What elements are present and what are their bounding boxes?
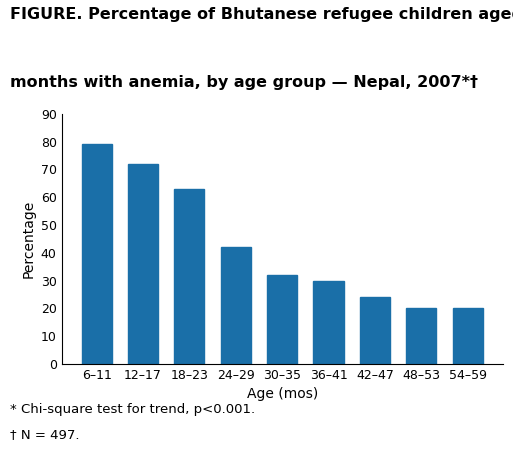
Y-axis label: Percentage: Percentage bbox=[21, 200, 35, 278]
Text: FIGURE. Percentage of Bhutanese refugee children aged 6–59: FIGURE. Percentage of Bhutanese refugee … bbox=[10, 7, 513, 22]
Bar bbox=[174, 189, 205, 364]
Bar bbox=[128, 164, 158, 364]
Bar bbox=[267, 275, 297, 364]
Bar bbox=[406, 308, 437, 364]
Bar bbox=[221, 247, 251, 364]
Bar bbox=[360, 297, 390, 364]
Bar bbox=[82, 144, 112, 364]
Bar bbox=[313, 281, 344, 364]
Text: † N = 497.: † N = 497. bbox=[10, 428, 80, 441]
X-axis label: Age (mos): Age (mos) bbox=[247, 387, 318, 401]
Text: months with anemia, by age group — Nepal, 2007*†: months with anemia, by age group — Nepal… bbox=[10, 75, 478, 90]
Text: * Chi-square test for trend, p<0.001.: * Chi-square test for trend, p<0.001. bbox=[10, 403, 255, 416]
Bar bbox=[452, 308, 483, 364]
